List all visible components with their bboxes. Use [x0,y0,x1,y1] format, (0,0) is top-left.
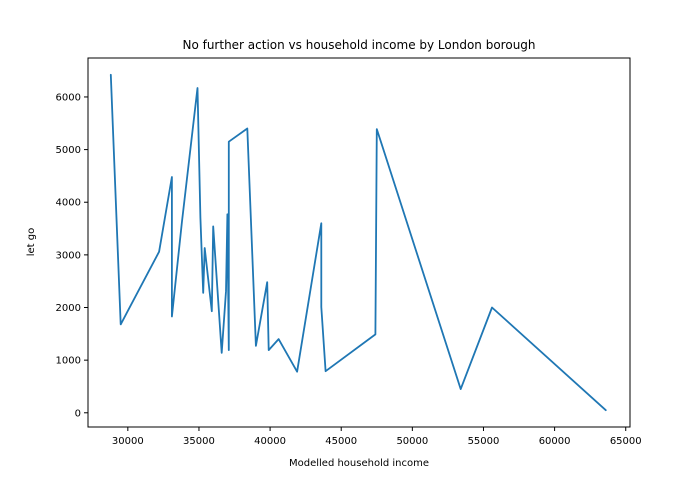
x-tick-label: 30000 [112,436,144,447]
y-tick-label: 6000 [56,92,81,103]
y-tick-label: 5000 [56,145,81,156]
x-tick-label: 65000 [610,436,642,447]
y-axis-label: let go [26,228,37,257]
x-axis-ticks: 30000 35000 40000 45000 50000 55000 60000 65000 [112,427,642,447]
y-tick-label: 1000 [56,356,81,367]
x-tick-label: 50000 [396,436,428,447]
x-tick-label: 35000 [183,436,215,447]
y-tick-label: 0 [75,408,81,419]
series-line [109,73,607,412]
x-axis-label: Modelled household income [289,458,429,469]
y-axis-ticks: 0 1000 2000 3000 4000 5000 6000 [56,92,88,419]
y-tick-label: 3000 [56,250,81,261]
plot-area-frame [87,57,631,428]
x-tick-label: 40000 [254,436,286,447]
y-tick-label: 4000 [56,198,81,209]
chart-title: No further action vs household income by… [182,38,535,52]
x-tick-label: 45000 [325,436,357,447]
y-tick-label: 2000 [56,303,81,314]
x-tick-label: 60000 [539,436,571,447]
x-tick-label: 55000 [468,436,500,447]
